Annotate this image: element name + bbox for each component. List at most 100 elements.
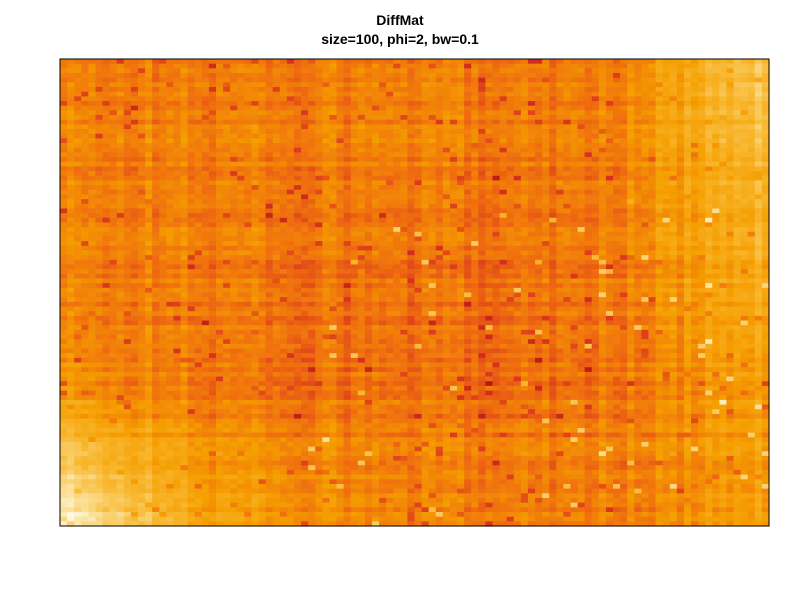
heatmap-cell	[67, 143, 75, 149]
heatmap-cell	[286, 91, 295, 97]
heatmap-cell	[102, 138, 111, 144]
heatmap-cell	[379, 236, 387, 242]
heatmap-cell	[620, 250, 628, 256]
heatmap-cell	[634, 222, 642, 228]
heatmap-cell	[173, 59, 182, 65]
heatmap-cell	[520, 91, 529, 97]
heatmap-cell	[301, 189, 309, 196]
heatmap-cell	[535, 63, 543, 69]
heatmap-cell	[478, 185, 486, 191]
heatmap-cell	[173, 124, 182, 130]
heatmap-cell	[499, 269, 508, 275]
heatmap-cell	[691, 222, 699, 228]
heatmap-cell	[187, 213, 196, 219]
heatmap-cell	[761, 110, 770, 116]
heatmap-cell	[414, 217, 423, 224]
heatmap-cell	[265, 101, 274, 107]
heatmap-cell	[542, 59, 550, 65]
heatmap-cell	[265, 63, 274, 69]
heatmap-cell	[719, 217, 728, 224]
heatmap-cell	[683, 189, 692, 196]
heatmap-cell	[286, 115, 295, 121]
heatmap-cell	[194, 161, 203, 168]
heatmap-cell	[336, 222, 345, 228]
heatmap-cell	[67, 199, 75, 205]
heatmap-cell	[542, 273, 550, 280]
heatmap-cell	[315, 68, 323, 74]
heatmap-cell	[173, 129, 182, 135]
heatmap-cell	[414, 250, 423, 256]
heatmap-cell	[379, 175, 387, 182]
heatmap-cell	[506, 175, 515, 182]
heatmap-cell	[641, 222, 650, 228]
heatmap-cell	[641, 264, 650, 270]
heatmap-cell	[584, 259, 593, 266]
heatmap-cell	[116, 63, 125, 69]
heatmap-cell	[542, 180, 550, 186]
heatmap-cell	[499, 236, 508, 242]
heatmap-cell	[733, 157, 742, 163]
heatmap-cell	[223, 189, 231, 196]
heatmap-cell	[542, 269, 550, 275]
heatmap-cell	[123, 82, 132, 88]
heatmap-cell	[641, 133, 650, 139]
heatmap-cell	[691, 87, 699, 93]
heatmap-cell	[556, 203, 564, 210]
heatmap-cell	[492, 259, 501, 266]
heatmap-cell	[386, 101, 394, 107]
heatmap-cell	[293, 199, 302, 205]
heatmap-cell	[258, 147, 267, 153]
heatmap-cell	[237, 82, 245, 88]
heatmap-cell	[272, 259, 281, 266]
heatmap-cell	[634, 110, 642, 116]
heatmap-cell	[499, 245, 508, 252]
heatmap-cell	[676, 82, 685, 88]
heatmap-cell	[648, 231, 657, 238]
heatmap-cell	[761, 105, 770, 111]
heatmap-cell	[159, 278, 167, 284]
heatmap-cell	[641, 147, 650, 153]
heatmap-cell	[407, 217, 416, 224]
heatmap-cell	[464, 241, 472, 247]
heatmap-cell	[676, 91, 685, 97]
heatmap-cell	[733, 250, 742, 256]
heatmap-cell	[485, 147, 494, 153]
heatmap-cell	[669, 189, 678, 196]
heatmap-cell	[584, 250, 593, 256]
heatmap-cell	[180, 68, 189, 74]
heatmap-cell	[754, 87, 763, 93]
heatmap-cell	[137, 124, 146, 130]
heatmap-cell	[506, 91, 515, 97]
heatmap-cell	[577, 236, 586, 242]
heatmap-cell	[407, 138, 416, 144]
heatmap-cell	[719, 241, 728, 247]
heatmap-cell	[137, 189, 146, 196]
heatmap-cell	[492, 91, 501, 97]
heatmap-cell	[506, 77, 515, 83]
heatmap-cell	[301, 161, 309, 168]
heatmap-cell	[95, 278, 104, 284]
heatmap-cell	[726, 231, 735, 238]
heatmap-cell	[386, 115, 394, 121]
heatmap-cell	[81, 199, 89, 205]
heatmap-cell	[591, 96, 600, 102]
heatmap-cell	[137, 152, 146, 158]
heatmap-cell	[499, 180, 508, 186]
heatmap-cell	[237, 185, 245, 191]
heatmap-cell	[478, 143, 486, 149]
heatmap-cell	[549, 199, 557, 205]
heatmap-cell	[60, 115, 68, 121]
heatmap-cell	[556, 157, 564, 163]
heatmap-cell	[421, 166, 430, 172]
heatmap-cell	[159, 73, 167, 79]
heatmap-cell	[527, 180, 536, 186]
heatmap-cell	[194, 241, 203, 247]
heatmap-cell	[159, 227, 167, 233]
heatmap-cell	[549, 157, 557, 163]
heatmap-cell	[726, 236, 735, 242]
heatmap-cell	[471, 180, 479, 186]
heatmap-cell	[237, 138, 245, 144]
heatmap-cell	[471, 73, 479, 79]
heatmap-cell	[258, 189, 267, 196]
heatmap-cell	[705, 166, 713, 172]
